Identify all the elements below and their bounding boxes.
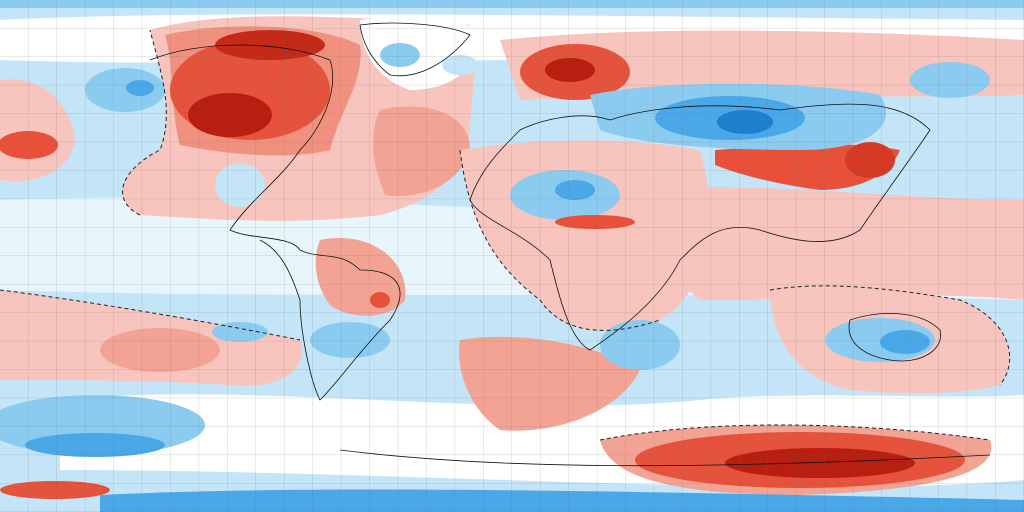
page xyxy=(0,0,1024,512)
anomaly-map xyxy=(0,0,1024,512)
graticule xyxy=(0,0,1024,512)
